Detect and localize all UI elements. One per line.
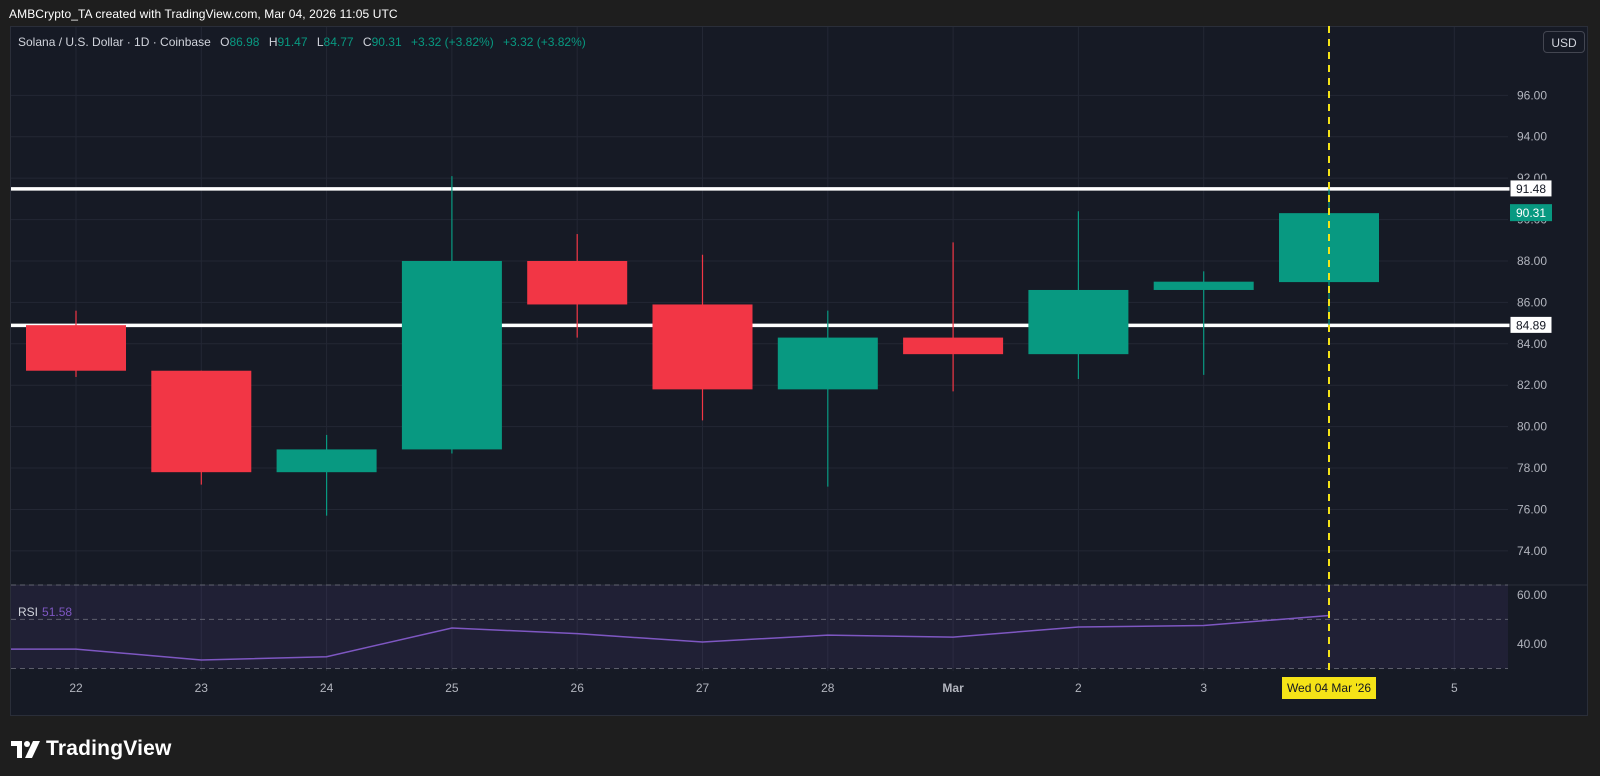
time-axis-tick-label: 25 bbox=[445, 681, 459, 695]
price-axis-tick-label: 96.00 bbox=[1517, 88, 1547, 102]
level-price-badge bbox=[1509, 179, 1553, 198]
currency-button[interactable]: USD bbox=[1543, 31, 1585, 53]
time-axis-tick-label: 22 bbox=[69, 681, 83, 695]
rsi-label: RSI bbox=[18, 605, 39, 619]
symbol-legend: Solana / U.S. Dollar · 1D · Coinbase O86… bbox=[18, 35, 586, 49]
price-axis-tick-label: 76.00 bbox=[1517, 502, 1547, 516]
time-axis-tick-label: 28 bbox=[821, 681, 835, 695]
candle-body bbox=[276, 449, 377, 473]
last-price-badge-label: 90.31 bbox=[1516, 206, 1546, 220]
candle-body bbox=[777, 337, 878, 390]
time-axis-tick-label: Mar bbox=[942, 681, 964, 695]
rsi-axis-tick-label: 60.00 bbox=[1517, 588, 1547, 602]
level-price-badge-label: 84.89 bbox=[1516, 318, 1546, 332]
time-axis-cursor-label: Wed 04 Mar '26 bbox=[1287, 681, 1371, 695]
price-axis-tick-label: 88.00 bbox=[1517, 254, 1547, 268]
price-axis-tick-label: 84.00 bbox=[1517, 337, 1547, 351]
symbol-name[interactable]: Solana / U.S. Dollar · 1D · Coinbase bbox=[18, 35, 211, 49]
candle-body bbox=[1153, 281, 1254, 290]
level-price-badge bbox=[1509, 315, 1553, 334]
tradingview-logo-icon bbox=[11, 741, 40, 758]
candle-body bbox=[903, 337, 1004, 355]
price-axis-tick-label: 78.00 bbox=[1517, 461, 1547, 475]
chart-caption: AMBCrypto_TA created with TradingView.co… bbox=[9, 7, 398, 21]
price-axis-tick-label: 80.00 bbox=[1517, 420, 1547, 434]
rsi-band bbox=[11, 585, 1508, 669]
price-axis-tick-label: 74.00 bbox=[1517, 544, 1547, 558]
close-label: C bbox=[362, 35, 372, 49]
time-axis-tick-label: 26 bbox=[571, 681, 585, 695]
rsi-line bbox=[11, 614, 1330, 661]
time-axis-tick-label: 23 bbox=[195, 681, 209, 695]
candle-body bbox=[1028, 289, 1129, 355]
price-axis-tick-label: 82.00 bbox=[1517, 378, 1547, 392]
time-axis-tick-label: 3 bbox=[1200, 681, 1207, 695]
price-axis-tick-label: 86.00 bbox=[1517, 295, 1547, 309]
high-value: 91.47 bbox=[277, 35, 308, 49]
low-value: 84.77 bbox=[323, 35, 354, 49]
candle-body bbox=[151, 370, 252, 473]
time-axis-tick-label: 27 bbox=[696, 681, 710, 695]
candle-body bbox=[527, 260, 628, 305]
time-axis-tick-label: 24 bbox=[320, 681, 334, 695]
close-value: 90.31 bbox=[371, 35, 402, 49]
time-axis-tick-label: 5 bbox=[1451, 681, 1458, 695]
change-value: +3.32 (+3.82%) bbox=[410, 35, 494, 49]
level-price-badge-label: 91.48 bbox=[1516, 182, 1546, 196]
low-label: L bbox=[316, 35, 324, 49]
candle-body bbox=[401, 260, 502, 450]
time-axis-cursor-badge bbox=[1282, 677, 1376, 699]
candle-body bbox=[26, 325, 126, 371]
open-label: O bbox=[220, 35, 230, 49]
rsi-value: 51.58 bbox=[42, 605, 73, 619]
high-label: H bbox=[268, 35, 278, 49]
price-axis-tick-label: 94.00 bbox=[1517, 130, 1547, 144]
rsi-legend[interactable]: RSI 51.58 bbox=[18, 605, 72, 619]
change-value-secondary: +3.32 (+3.82%) bbox=[503, 35, 586, 49]
last-price-badge bbox=[1510, 204, 1552, 222]
candle-body bbox=[652, 304, 753, 390]
brand-name: TradingView bbox=[46, 737, 172, 760]
open-value: 86.98 bbox=[229, 35, 260, 49]
rsi-axis-tick-label: 40.00 bbox=[1517, 637, 1547, 651]
tradingview-brand[interactable]: TradingView bbox=[11, 736, 172, 762]
time-axis-tick-label: 2 bbox=[1075, 681, 1082, 695]
